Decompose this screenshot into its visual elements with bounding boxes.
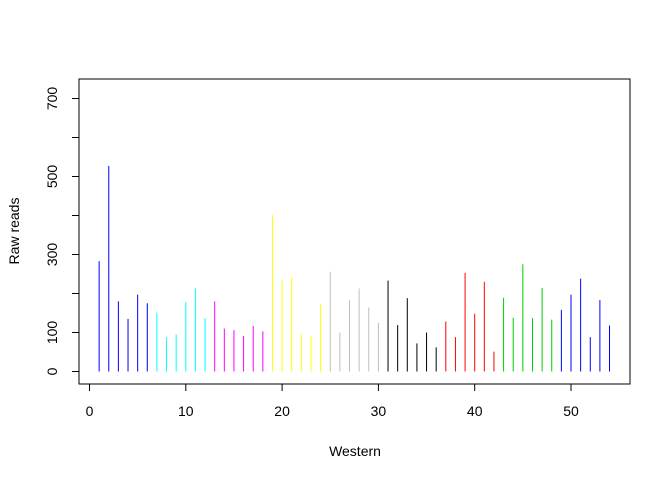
y-axis-title: Raw reads (6, 198, 22, 265)
y-tick-label: 500 (44, 165, 60, 189)
x-tick-label: 30 (371, 403, 387, 419)
x-tick-label: 40 (467, 403, 483, 419)
data-bars (98, 165, 611, 372)
x-axis: 0 10 20 30 40 50 (86, 383, 579, 419)
y-tick-label: 0 (44, 367, 60, 375)
y-axis: 0 100 300 500 700 (44, 87, 80, 375)
x-tick-label: 0 (86, 403, 94, 419)
x-axis-title: Western (329, 443, 381, 459)
x-tick-label: 10 (178, 403, 194, 419)
y-tick-label: 100 (44, 321, 60, 345)
x-tick-label: 50 (563, 403, 579, 419)
y-tick-label: 700 (44, 87, 60, 111)
x-tick-label: 20 (274, 403, 290, 419)
y-tick-label: 300 (44, 243, 60, 267)
